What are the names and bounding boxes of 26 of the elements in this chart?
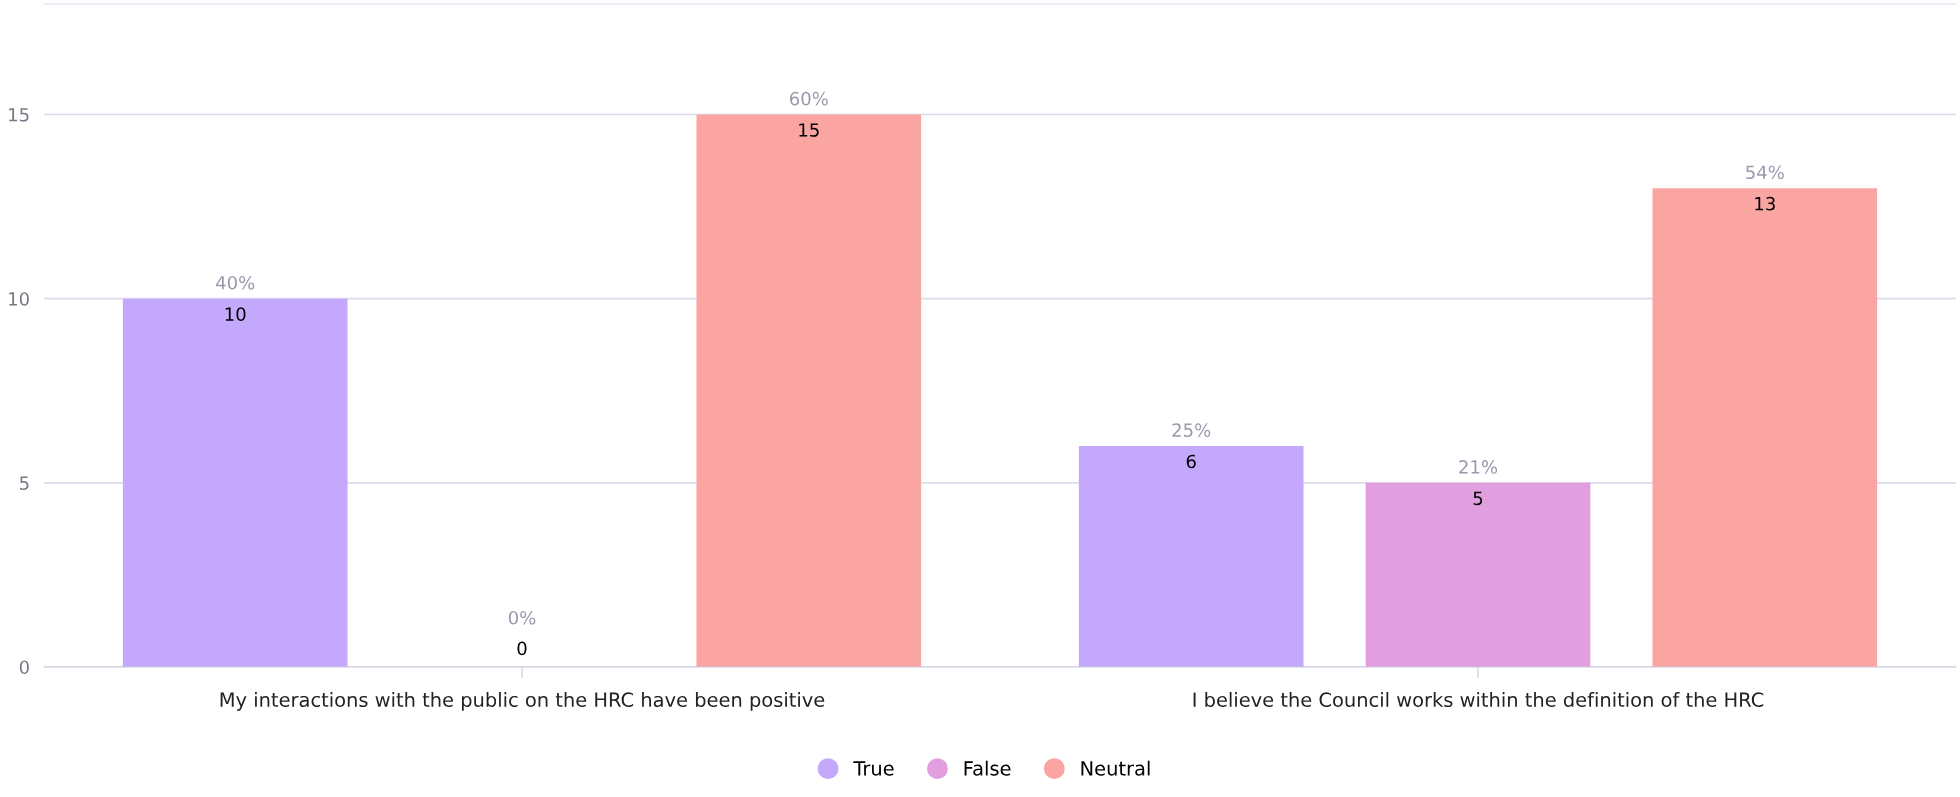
bar	[1652, 188, 1878, 667]
data-label: 10	[225, 307, 246, 321]
data-label: 15	[799, 123, 819, 137]
bar	[1365, 482, 1591, 667]
legend-label: Neutral	[1081, 760, 1150, 776]
annotation: 0%	[508, 610, 536, 625]
annotation: 54%	[1746, 165, 1784, 180]
x-tick-label: I believe the Council works within the definition of the HRC	[1193, 692, 1764, 708]
annotation: 21%	[1459, 460, 1498, 474]
y-tick-label: 5	[20, 476, 29, 490]
data-label: 5	[1473, 491, 1483, 506]
bar	[122, 298, 348, 667]
x-tick-label: My interactions with the public on the HRC have been positive	[220, 692, 825, 711]
y-tick-label: 0	[19, 660, 29, 675]
bar	[696, 114, 922, 667]
annotation: 40%	[216, 275, 255, 290]
legend-label: True	[853, 761, 894, 776]
annotation: 60%	[790, 91, 828, 106]
bar	[1078, 446, 1304, 667]
data-label: 6	[1186, 454, 1196, 469]
annotation: 25%	[1172, 423, 1211, 437]
data-label: 0	[517, 641, 527, 656]
data-label: 13	[1755, 196, 1775, 211]
y-tick-label: 10	[9, 292, 29, 306]
y-tick-label: 15	[9, 108, 29, 122]
legend-label: False	[964, 760, 1011, 776]
